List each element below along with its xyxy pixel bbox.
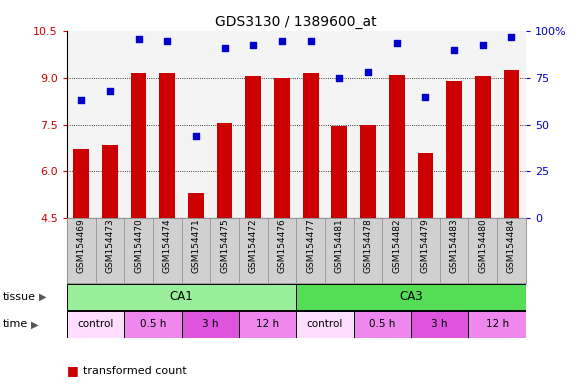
Bar <box>446 81 462 218</box>
Bar <box>245 76 261 218</box>
Bar <box>217 123 232 218</box>
Text: GSM154476: GSM154476 <box>278 218 286 273</box>
Text: GSM154481: GSM154481 <box>335 218 344 273</box>
Point <box>134 36 143 42</box>
Bar <box>468 311 526 338</box>
Bar <box>389 75 404 218</box>
Text: 12 h: 12 h <box>486 319 509 329</box>
Bar <box>131 73 146 218</box>
Text: 0.5 h: 0.5 h <box>139 319 166 329</box>
Text: GSM154471: GSM154471 <box>191 218 200 273</box>
Text: GSM154470: GSM154470 <box>134 218 143 273</box>
Text: GSM154475: GSM154475 <box>220 218 229 273</box>
Text: 3 h: 3 h <box>202 319 218 329</box>
Text: control: control <box>77 319 114 329</box>
Bar <box>188 193 204 218</box>
Text: ■: ■ <box>67 364 78 377</box>
Text: GSM154473: GSM154473 <box>105 218 114 273</box>
Point <box>277 38 286 44</box>
Point <box>249 41 258 48</box>
Bar <box>411 311 468 338</box>
Text: control: control <box>307 319 343 329</box>
Bar <box>181 311 239 338</box>
Point <box>507 34 516 40</box>
Text: GSM154478: GSM154478 <box>364 218 372 273</box>
Text: time: time <box>3 319 28 329</box>
Bar <box>418 152 433 218</box>
Text: CA3: CA3 <box>399 290 423 303</box>
Text: ▶: ▶ <box>31 319 38 329</box>
Text: GSM154469: GSM154469 <box>77 218 85 273</box>
Point <box>335 75 344 81</box>
Text: 12 h: 12 h <box>256 319 279 329</box>
Bar <box>159 73 175 218</box>
Point <box>450 47 459 53</box>
Text: tissue: tissue <box>3 292 36 302</box>
Point <box>363 70 372 76</box>
Text: ▶: ▶ <box>39 292 46 302</box>
Point <box>220 45 229 51</box>
Point <box>392 40 401 46</box>
Bar <box>475 76 491 218</box>
Text: GSM154474: GSM154474 <box>163 218 172 273</box>
Text: GSM154480: GSM154480 <box>478 218 487 273</box>
Bar <box>67 283 296 310</box>
Text: 0.5 h: 0.5 h <box>369 319 396 329</box>
Point <box>163 38 172 44</box>
Point <box>105 88 114 94</box>
Bar <box>274 78 290 218</box>
Bar <box>331 126 347 218</box>
Bar <box>360 125 376 218</box>
Text: GSM154484: GSM154484 <box>507 218 516 273</box>
Point <box>191 133 200 139</box>
Text: 3 h: 3 h <box>432 319 448 329</box>
Bar <box>354 311 411 338</box>
Text: GSM154477: GSM154477 <box>306 218 315 273</box>
Bar <box>239 311 296 338</box>
Point <box>421 94 430 100</box>
Text: GSM154483: GSM154483 <box>450 218 458 273</box>
Text: transformed count: transformed count <box>83 366 187 376</box>
Bar <box>124 311 182 338</box>
Bar <box>303 73 318 218</box>
Point <box>306 38 315 44</box>
Text: GSM154482: GSM154482 <box>392 218 401 273</box>
Text: GSM154472: GSM154472 <box>249 218 258 273</box>
Bar <box>73 149 89 218</box>
Point <box>77 97 86 103</box>
Point <box>478 41 487 48</box>
Text: GSM154479: GSM154479 <box>421 218 430 273</box>
Bar <box>296 283 526 310</box>
Bar <box>102 145 118 218</box>
Bar <box>67 311 124 338</box>
Title: GDS3130 / 1389600_at: GDS3130 / 1389600_at <box>216 15 377 29</box>
Bar <box>504 70 519 218</box>
Bar <box>296 311 354 338</box>
Text: CA1: CA1 <box>170 290 193 303</box>
